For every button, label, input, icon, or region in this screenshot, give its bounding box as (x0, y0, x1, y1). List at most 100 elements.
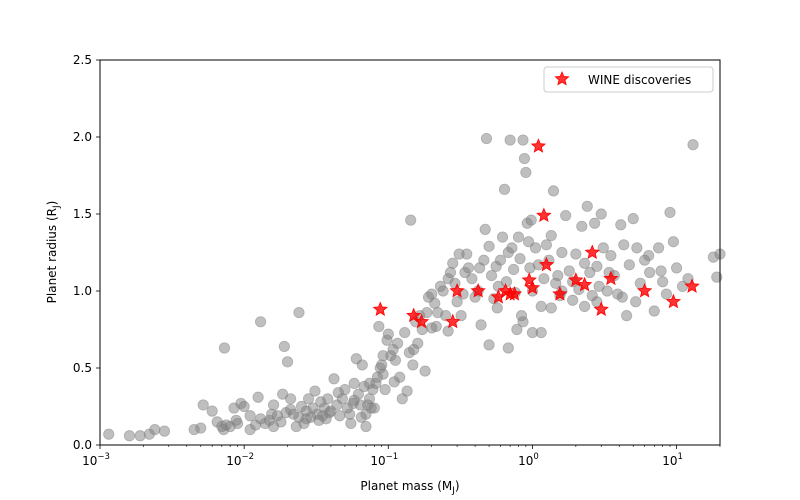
data-point (376, 359, 388, 371)
data-point (407, 359, 419, 371)
y-tick-label: 1.0 (73, 284, 92, 298)
wine-discovery-point (636, 282, 653, 298)
data-point (643, 249, 655, 262)
data-point (379, 383, 391, 396)
data-point (134, 430, 146, 442)
data-point (480, 132, 493, 145)
data-point (461, 248, 473, 260)
data-point (455, 310, 467, 322)
wine-discovery-point (372, 301, 388, 316)
data-point (281, 356, 294, 368)
data-point (552, 269, 564, 282)
data-point (560, 209, 572, 222)
wine-discovery-point (584, 244, 600, 260)
data-point (278, 340, 290, 353)
data-point (576, 220, 588, 232)
data-point (498, 183, 511, 195)
data-point (197, 399, 209, 411)
x-tick-label: 10−1 (370, 452, 398, 468)
data-point (535, 326, 547, 339)
data-point (627, 213, 639, 225)
legend: WINE discoveries (543, 66, 714, 93)
legend-box (543, 66, 714, 93)
x-tick-label: 10−2 (226, 452, 254, 468)
wine-discovery-point (524, 279, 541, 295)
data-point (360, 420, 372, 433)
data-point (377, 368, 389, 380)
wine-discovery-point (536, 207, 552, 223)
data-point (652, 242, 665, 254)
data-point (442, 273, 454, 285)
x-tick-label: 100 (518, 452, 539, 468)
wine-discovery-point (665, 293, 682, 309)
data-point (474, 262, 486, 274)
data-point (195, 422, 207, 434)
data-point (581, 200, 593, 212)
plot-frame (99, 59, 721, 446)
data-point (556, 246, 568, 259)
data-point (344, 408, 356, 420)
data-point (252, 391, 264, 403)
x-axis: 10−3 10−2 10−1 100 101 (82, 445, 721, 468)
data-point (254, 316, 267, 328)
y-tick-label: 0.5 (73, 361, 92, 375)
data-point (479, 223, 491, 235)
data-point (511, 323, 523, 336)
wine-discovery-point (406, 307, 422, 323)
data-point (591, 260, 603, 272)
data-point (218, 342, 231, 354)
data-point (616, 291, 628, 303)
data-point (545, 229, 557, 242)
data-point (363, 393, 376, 405)
data-point (103, 428, 115, 440)
data-point (309, 385, 321, 397)
data-point (578, 257, 591, 269)
data-point (382, 328, 394, 340)
data-point (630, 296, 642, 308)
wine-discovery-point (449, 282, 465, 298)
data-point (466, 273, 478, 285)
data-point (483, 339, 495, 351)
wine-discovery-point (603, 270, 619, 286)
data-point (388, 376, 400, 388)
data-point (332, 387, 344, 399)
data-point (429, 297, 441, 309)
legend-entry-wine: WINE discoveries (588, 73, 691, 87)
data-point (485, 269, 498, 282)
wine-discovery-point (576, 276, 593, 292)
data-point (621, 310, 633, 322)
data-point (345, 417, 357, 430)
wine-discovery-point (506, 286, 523, 301)
data-point (368, 402, 380, 414)
data-point (597, 242, 609, 254)
data-point (437, 285, 449, 297)
wine-points-layer (372, 138, 700, 329)
y-tick-label: 2.5 (73, 53, 92, 67)
data-point (483, 240, 495, 252)
data-point (421, 306, 433, 319)
y-tick-label: 1.5 (73, 207, 92, 221)
data-point (267, 399, 280, 411)
data-point (475, 319, 487, 331)
data-point (618, 239, 630, 251)
data-point (538, 273, 550, 285)
data-point (584, 266, 596, 279)
data-point (206, 405, 218, 417)
data-point (293, 306, 305, 319)
data-point (491, 302, 503, 314)
data-point (356, 359, 368, 371)
data-point (328, 373, 340, 385)
data-point (440, 310, 452, 322)
data-point (687, 139, 699, 151)
data-point (502, 342, 514, 354)
data-point (545, 302, 557, 314)
data-point (631, 242, 643, 254)
data-point (447, 257, 459, 269)
data-point (459, 266, 471, 279)
data-point (655, 265, 667, 277)
data-point (589, 217, 601, 229)
data-point (520, 166, 532, 179)
points-layer (103, 132, 726, 442)
data-point (494, 254, 507, 266)
